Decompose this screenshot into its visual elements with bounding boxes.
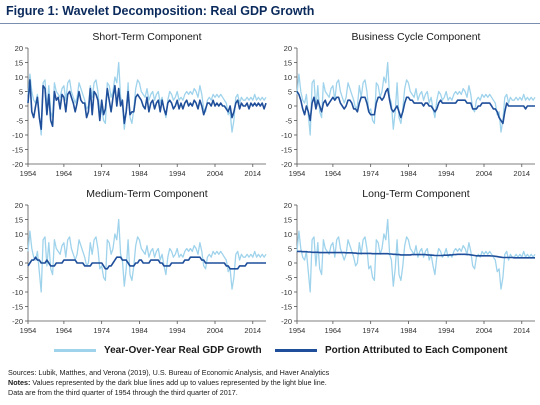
y-tick-label: 15 [15,59,23,68]
legend-swatch-light [54,348,96,352]
y-tick-label: 10 [284,230,292,239]
x-tick-label: 1954 [20,326,37,335]
y-tick-label: -20 [281,160,292,169]
x-tick-label: 2004 [207,169,224,178]
title-divider [0,23,540,24]
chart-panel-1: Short-Term Component-20-15-10-5051015201… [12,31,267,178]
series-line-component [27,79,267,130]
y-tick-label: -5 [16,117,23,126]
x-tick-label: 1964 [325,326,342,335]
x-tick-label: 2014 [244,326,261,335]
y-tick-label: -20 [281,317,292,326]
data-range-line: Data are from the third quarter of 1954 … [8,388,238,397]
x-tick-label: 2004 [207,326,224,335]
x-tick-label: 1984 [400,326,417,335]
legend-swatch-dark [275,348,317,352]
notes-text: Values represented by the dark blue line… [30,378,327,387]
y-tick-label: 0 [19,102,23,111]
series-line-gdp-growth [27,61,267,136]
y-tick-label: 0 [288,259,292,268]
y-tick-label: -10 [281,288,292,297]
panel-title: Long-Term Component [362,188,469,200]
chart-legend: Year-Over-Year Real GDP Growth Portion A… [0,340,540,360]
y-tick-label: 20 [15,44,23,53]
x-tick-label: 2004 [476,326,493,335]
series-line-component [296,87,535,125]
x-tick-label: 1954 [20,169,37,178]
y-tick-label: 10 [15,230,23,239]
y-tick-label: -20 [12,160,23,169]
series-line-gdp-growth [27,218,267,293]
y-tick-label: 15 [284,216,292,225]
figure-notes: Sources: Lubik, Matthes, and Verona (201… [8,368,534,398]
x-tick-label: 1964 [325,169,342,178]
x-tick-label: 1974 [362,326,379,335]
y-tick-label: 5 [19,88,23,97]
y-tick-label: 10 [284,73,292,82]
x-tick-label: 1984 [131,169,148,178]
chart-panels: Short-Term Component-20-15-10-5051015201… [12,31,536,335]
x-tick-label: 2014 [244,169,261,178]
y-tick-label: 15 [15,216,23,225]
y-tick-label: -15 [281,303,292,312]
y-tick-label: 20 [15,201,23,210]
chart-panel-4: Long-Term Component -20 -15 -10 -5 0 5 10 15 20 19… [281,188,536,335]
legend-item-component: Portion Attributed to Each Component [275,342,507,358]
panel-title: Short-Term Component [92,31,201,43]
y-tick-label: 5 [19,245,23,254]
x-tick-label: 2014 [513,169,530,178]
y-tick-label: -10 [12,131,23,140]
series-line-gdp-growth [296,61,536,136]
x-tick-label: 2014 [513,326,530,335]
x-tick-label: 1954 [289,326,306,335]
y-tick-label: -5 [285,274,292,283]
x-tick-label: 1954 [289,169,306,178]
series-line-component [297,250,535,259]
x-tick-label: 1984 [131,326,148,335]
x-tick-label: 1974 [93,169,110,178]
notes-line: Notes: Values represented by the dark bl… [8,378,534,388]
y-tick-label: 5 [288,245,292,254]
x-tick-label: 1994 [438,326,455,335]
notes-label: Notes: [8,378,31,387]
x-tick-label: 1964 [56,326,73,335]
y-tick-label: 20 [284,44,292,53]
legend-item-gdp-growth: Year-Over-Year Real GDP Growth [54,342,262,358]
y-tick-label: 0 [19,259,23,268]
x-tick-label: 1974 [362,169,379,178]
panel-title: Medium-Term Component [86,188,207,200]
y-tick-label: -5 [16,274,23,283]
y-tick-label: -10 [12,288,23,297]
y-tick-label: -15 [281,146,292,155]
y-tick-label: 5 [288,88,292,97]
sources-line: Sources: Lubik, Matthes, and Verona (201… [8,368,330,377]
legend-label-gdp-growth: Year-Over-Year Real GDP Growth [104,344,262,356]
chart-panel-3: Medium-Term Component -20 -15 -10 -5 0 5 10 15 20… [12,188,267,335]
y-tick-label: -15 [12,146,23,155]
legend-label-component: Portion Attributed to Each Component [325,344,508,356]
x-tick-label: 1994 [169,169,186,178]
x-tick-label: 1984 [400,169,417,178]
x-tick-label: 1974 [93,326,110,335]
chart-panel-2: Business Cycle Component -20 -15 -10 -5 0 5 10 1… [281,31,536,178]
figure-title: Figure 1: Wavelet Decomposition: Real GD… [6,4,315,18]
x-tick-label: 2004 [476,169,493,178]
y-tick-label: 10 [15,73,23,82]
y-tick-label: -10 [281,131,292,140]
series-line-component [27,256,266,270]
y-tick-label: -5 [285,117,292,126]
y-tick-label: -15 [12,303,23,312]
x-tick-label: 1994 [169,326,186,335]
y-tick-label: 0 [288,102,292,111]
x-tick-label: 1994 [438,169,455,178]
series-line-gdp-growth [296,218,536,293]
x-tick-label: 1964 [56,169,73,178]
y-tick-label: 20 [284,201,292,210]
panel-title: Business Cycle Component [352,31,481,43]
y-tick-label: -20 [12,317,23,326]
y-tick-label: 15 [284,59,292,68]
